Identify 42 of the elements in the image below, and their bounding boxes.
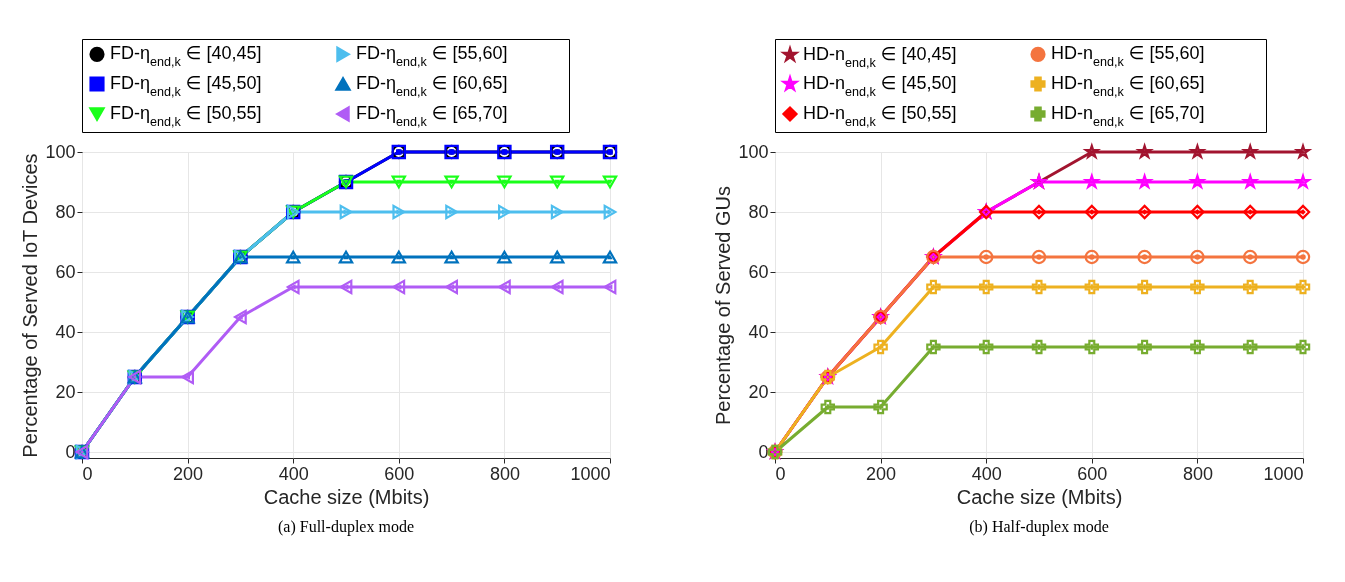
y-tick-label: 20 <box>55 381 76 402</box>
x-tick-label: 800 <box>489 463 520 484</box>
x-tick-label: 600 <box>1077 463 1108 484</box>
legend-label: FD-η$_{end,k}$ ∈ [40,45] <box>110 43 262 70</box>
y-axis-title: Percentage of Served GUs <box>712 185 735 426</box>
x-axis-title: Cache size (Mbits) <box>263 485 430 508</box>
x-tick-label: 0 <box>775 463 786 484</box>
x-axis-title: Cache size (Mbits) <box>956 485 1123 508</box>
text: (a) Full-duplex mode <box>278 518 414 536</box>
x-tick-label: 200 <box>173 463 204 484</box>
x-tick-label: 400 <box>278 463 309 484</box>
legend-label: FD-η$_{end,k}$ ∈ [45,50] <box>110 73 262 99</box>
y-tick-label: 20 <box>748 381 769 402</box>
y-tick-label: 80 <box>748 201 769 222</box>
legend-label: HD-n$_{end,k}$ ∈ [60,65] <box>1051 73 1205 99</box>
legend-label: HD-n$_{end,k}$ ∈ [40,45] <box>803 43 957 70</box>
x-tick-label: 1000 <box>570 463 611 484</box>
y-tick-label: 40 <box>748 321 769 342</box>
legend-label: FD-η$_{end,k}$ ∈ [50,55] <box>110 103 262 129</box>
y-axis-title: Percentage of Served IoT Devices <box>19 153 42 458</box>
legend-label: HD-n$_{end,k}$ ∈ [55,60] <box>1051 43 1205 70</box>
y-tick-label: 0 <box>65 441 76 462</box>
legend-label: HD-n$_{end,k}$ ∈ [45,50] <box>803 73 957 99</box>
y-tick-label: 60 <box>55 261 76 282</box>
x-tick-label: 1000 <box>1263 463 1304 484</box>
legend-label: FD-η$_{end,k}$ ∈ [65,70] <box>356 103 508 129</box>
y-tick-label: 80 <box>55 201 76 222</box>
y-tick-label: 100 <box>45 141 76 162</box>
legend-label: HD-n$_{end,k}$ ∈ [65,70] <box>1051 103 1205 129</box>
x-tick-label: 200 <box>866 463 897 484</box>
x-tick-label: 0 <box>82 463 93 484</box>
y-tick-label: 60 <box>748 261 769 282</box>
legend-label: HD-n$_{end,k}$ ∈ [50,55] <box>803 103 957 129</box>
legend-label: FD-η$_{end,k}$ ∈ [55,60] <box>356 43 508 70</box>
y-tick-label: 100 <box>738 141 769 162</box>
y-tick-label: 0 <box>758 441 769 462</box>
text: (b) Half-duplex mode <box>969 518 1109 536</box>
legend-label: FD-η$_{end,k}$ ∈ [60,65] <box>356 73 508 99</box>
y-tick-label: 40 <box>55 321 76 342</box>
x-tick-label: 400 <box>971 463 1002 484</box>
x-tick-label: 600 <box>384 463 415 484</box>
x-tick-label: 800 <box>1182 463 1213 484</box>
